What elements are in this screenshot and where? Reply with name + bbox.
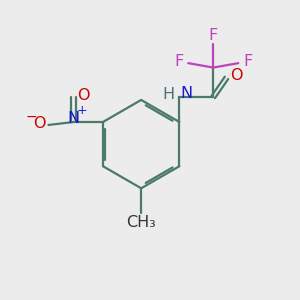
Text: O: O <box>33 116 45 131</box>
Text: H: H <box>162 87 174 102</box>
Text: F: F <box>243 54 252 69</box>
Text: O: O <box>76 88 89 103</box>
Text: +: + <box>77 104 88 117</box>
Text: O: O <box>230 68 242 83</box>
Text: F: F <box>209 28 218 43</box>
Text: N: N <box>68 111 80 126</box>
Text: −: − <box>26 110 37 124</box>
Text: CH₃: CH₃ <box>126 215 156 230</box>
Text: F: F <box>174 54 184 69</box>
Text: N: N <box>181 86 193 101</box>
